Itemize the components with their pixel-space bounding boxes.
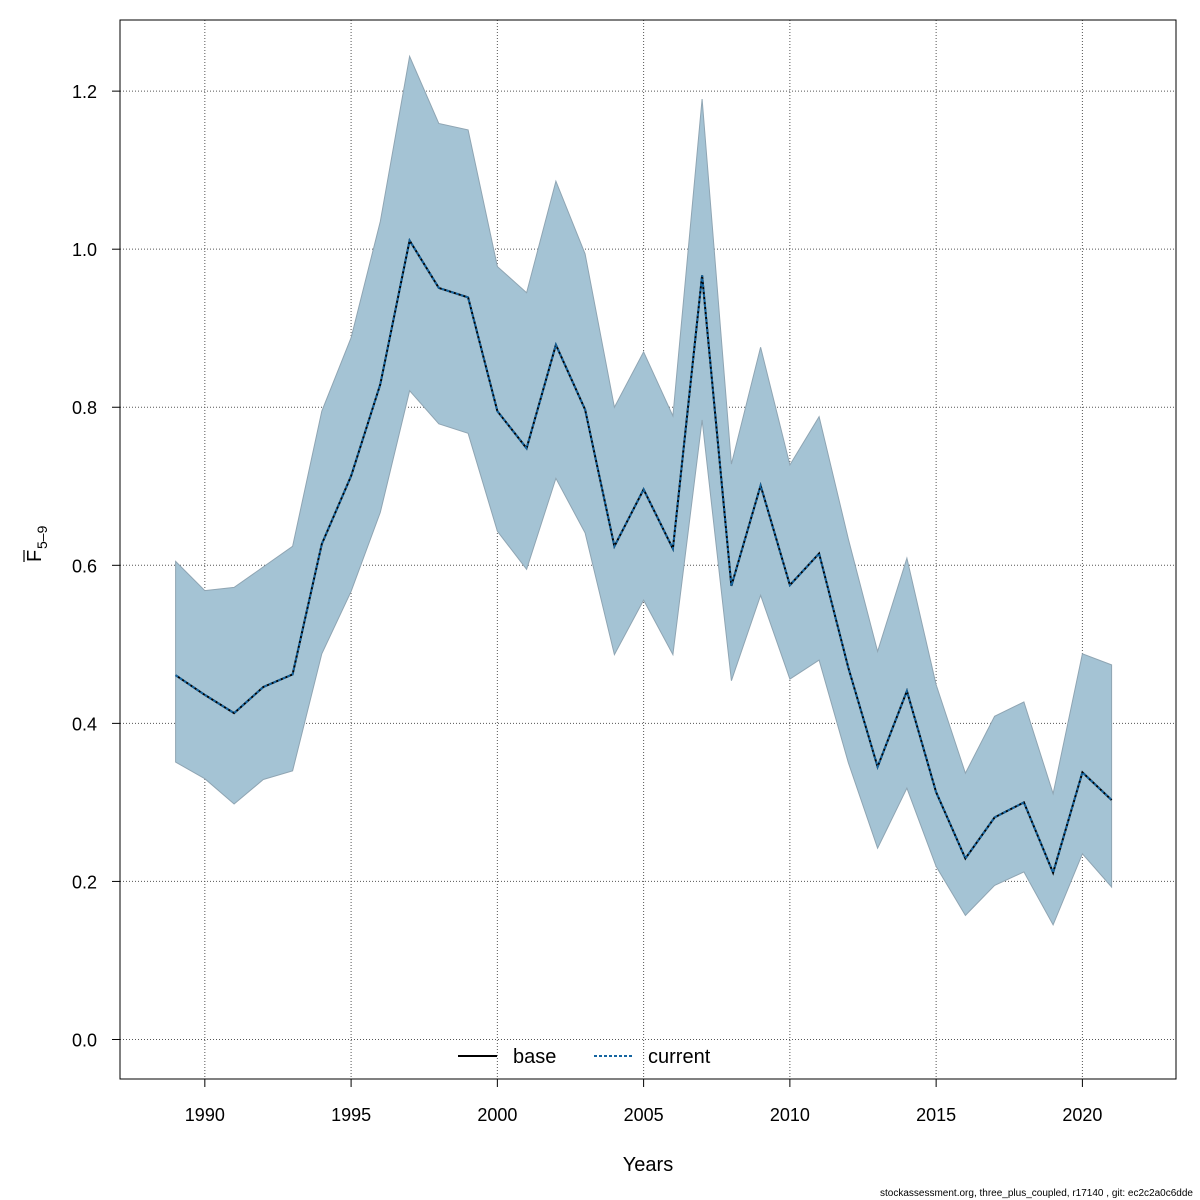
x-tick-label: 2000 <box>477 1105 517 1125</box>
x-axis: 1990 1995 2000 2005 2010 2015 2020 <box>185 1078 1102 1125</box>
x-tick-label: 2005 <box>624 1105 664 1125</box>
y-tick-label: 1.0 <box>72 240 97 260</box>
grid <box>120 20 1176 1079</box>
x-tick-label: 1990 <box>185 1105 225 1125</box>
x-tick-label: 1995 <box>331 1105 371 1125</box>
y-tick-label: 0.2 <box>72 872 97 892</box>
y-axis-title-main: F <box>24 550 46 562</box>
y-tick-label: 0.8 <box>72 398 97 418</box>
y-axis: 0.0 0.2 0.4 0.6 0.8 1.0 1.2 <box>72 82 121 1050</box>
legend-base-label: base <box>513 1046 556 1068</box>
y-axis-title-sub: 5–9 <box>34 525 50 549</box>
x-tick-label: 2020 <box>1062 1105 1102 1125</box>
y-tick-label: 0.6 <box>72 556 97 576</box>
y-tick-label: 0.0 <box>72 1030 97 1050</box>
legend-current-label: current <box>648 1046 711 1068</box>
footer-credit: stockassessment.org, three_plus_coupled,… <box>880 1188 1193 1199</box>
x-axis-title: Years <box>623 1154 673 1176</box>
y-axis-title: F 5–9 <box>23 525 50 562</box>
y-tick-label: 0.4 <box>72 714 97 734</box>
legend: base current <box>458 1046 711 1068</box>
x-tick-label: 2010 <box>770 1105 810 1125</box>
x-tick-label: 2015 <box>916 1105 956 1125</box>
series-line-current <box>175 237 1113 876</box>
y-tick-label: 1.2 <box>72 82 97 102</box>
series-lines <box>175 237 1113 876</box>
